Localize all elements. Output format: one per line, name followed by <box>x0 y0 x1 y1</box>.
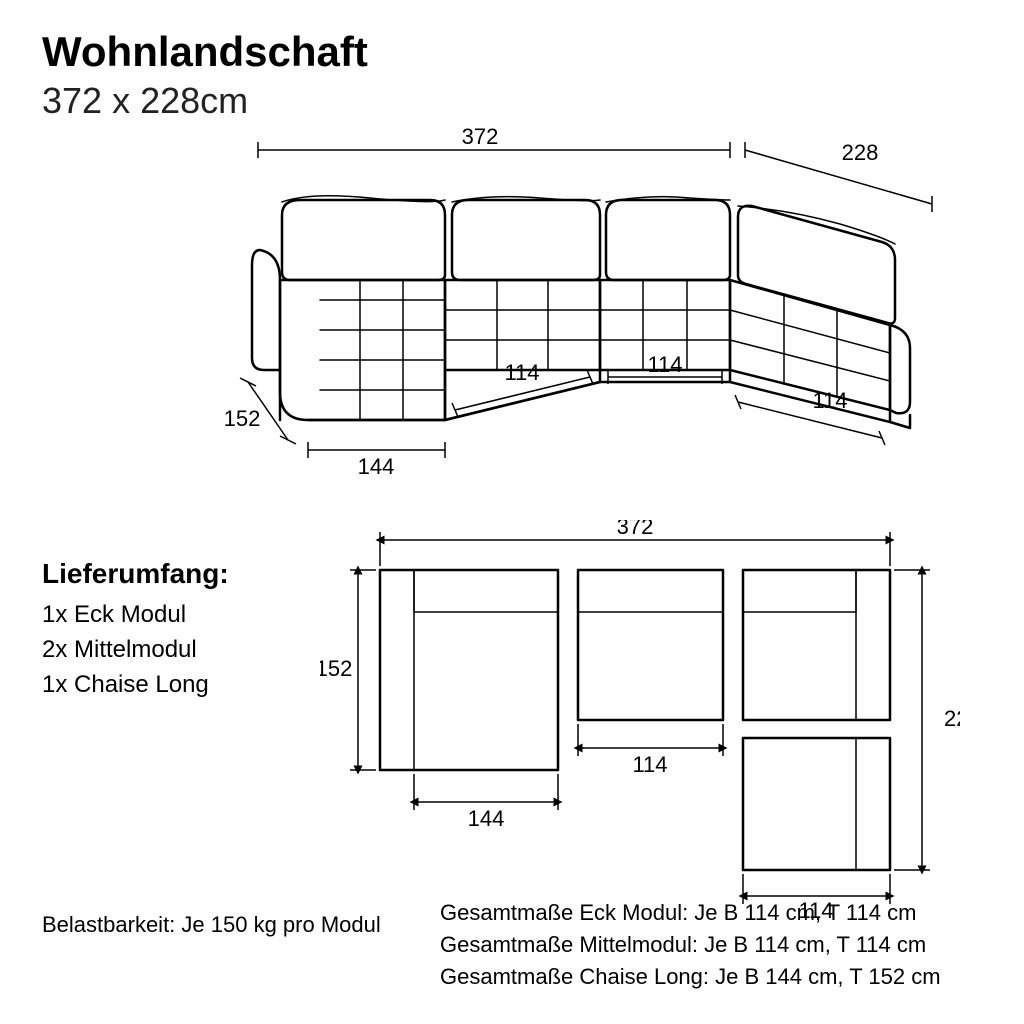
specs-block: Gesamtmaße Eck Modul: Je B 114 cm, T 114… <box>440 897 941 993</box>
list-item: 1x Eck Modul <box>42 598 209 633</box>
page-subtitle: 372 x 228cm <box>42 80 248 122</box>
dim-label: 228 <box>944 706 960 731</box>
dim-label: 144 <box>358 454 395 479</box>
dim-label: 152 <box>224 406 261 431</box>
spec-line: Gesamtmaße Eck Modul: Je B 114 cm, T 114… <box>440 897 941 929</box>
dim-label: 114 <box>647 352 682 377</box>
dim-label: 228 <box>842 140 879 165</box>
dim-label: 144 <box>468 806 505 831</box>
page-title: Wohnlandschaft <box>42 28 368 76</box>
dim-label: 114 <box>504 360 539 385</box>
iso-drawing: 372 228 <box>190 120 950 480</box>
plan-drawing: 372 152 144 114 114 228 <box>320 520 960 900</box>
dim-label: 372 <box>462 124 499 149</box>
dim-label: 114 <box>812 388 847 413</box>
spec-line: Gesamtmaße Chaise Long: Je B 144 cm, T 1… <box>440 961 941 993</box>
list-item: 1x Chaise Long <box>42 668 209 703</box>
list-item: 2x Mittelmodul <box>42 633 209 668</box>
dim-label: 152 <box>320 656 352 681</box>
dim-label: 372 <box>617 520 654 539</box>
scope-heading: Lieferumfang: <box>42 558 229 590</box>
spec-line: Gesamtmaße Mittelmodul: Je B 114 cm, T 1… <box>440 929 941 961</box>
dim-label: 114 <box>632 752 667 777</box>
scope-list: 1x Eck Modul 2x Mittelmodul 1x Chaise Lo… <box>42 598 209 702</box>
load-capacity: Belastbarkeit: Je 150 kg pro Modul <box>42 912 381 938</box>
